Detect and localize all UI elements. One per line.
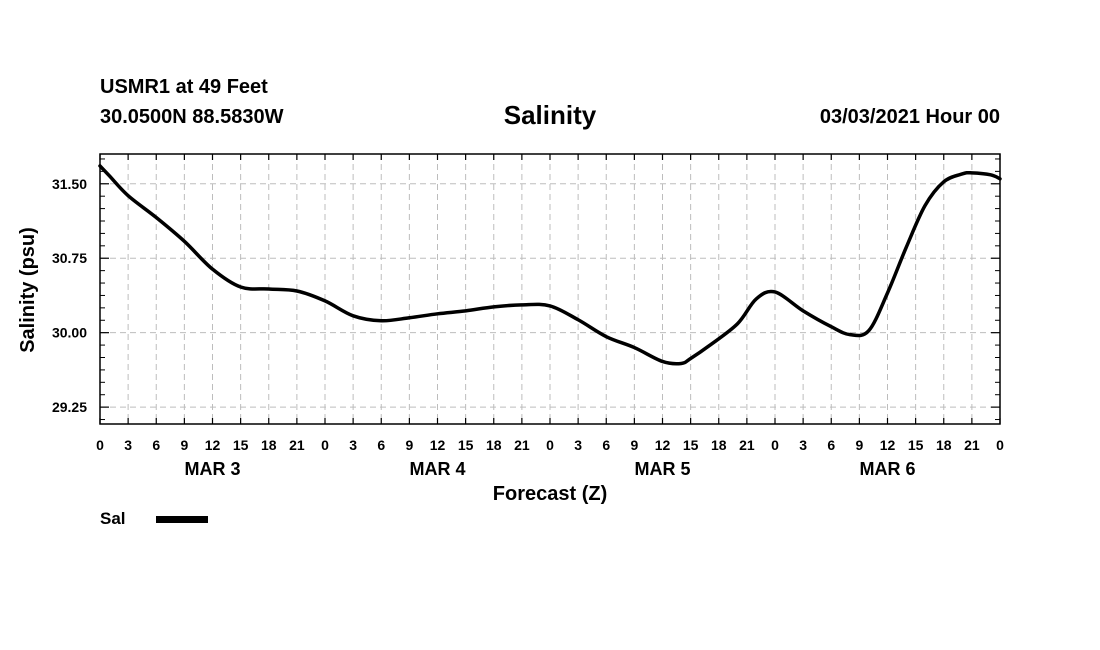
x-tick-label: 15: [233, 437, 249, 453]
day-label: MAR 4: [409, 459, 465, 479]
x-tick-label: 6: [152, 437, 160, 453]
y-axis-title: Salinity (psu): [17, 227, 39, 353]
day-label: MAR 6: [859, 459, 915, 479]
grid: [100, 154, 1000, 424]
axes: 0 3 6 9 12 15 18 21 0 3 6 9 12 15 18 21 0 3 6 9 12 15 18 21 0 3 6 9…: [52, 153, 1004, 479]
x-tick-label: 18: [936, 437, 952, 453]
x-tick-label: 12: [205, 437, 221, 453]
x-tick-label: 0: [96, 437, 104, 453]
legend-line-swatch: [155, 515, 208, 523]
y-tick-label: 29.25: [52, 399, 87, 415]
x-tick-label: 9: [180, 437, 188, 453]
day-label: MAR 3: [184, 459, 240, 479]
x-tick-label: 18: [261, 437, 277, 453]
x-tick-label: 6: [602, 437, 610, 453]
x-tick-label: 9: [630, 437, 638, 453]
x-tick-label: 21: [739, 437, 755, 453]
x-tick-label: 3: [574, 437, 582, 453]
x-tick-label: 0: [546, 437, 554, 453]
x-tick-label: 6: [827, 437, 835, 453]
x-tick-label: 6: [377, 437, 385, 453]
x-tick-label: 18: [486, 437, 502, 453]
x-tick-label: 12: [880, 437, 896, 453]
x-tick-label: 15: [683, 437, 699, 453]
y-tick-label: 30.75: [52, 250, 87, 266]
x-tick-label: 3: [124, 437, 132, 453]
x-tick-label: 9: [405, 437, 413, 453]
x-tick-label: 3: [349, 437, 357, 453]
series-layer: [98, 164, 1002, 366]
x-tick-label: 18: [711, 437, 727, 453]
x-tick-label: 21: [514, 437, 530, 453]
y-tick-label: 30.00: [52, 325, 87, 341]
y-tick-label: 31.50: [52, 176, 87, 192]
station-label: USMR1 at 49 Feet: [100, 76, 268, 98]
coordinates-label: 30.0500N 88.5830W: [100, 106, 284, 128]
chart-title: Salinity: [503, 100, 597, 130]
series-line-sal: [98, 164, 1002, 366]
x-tick-label: 0: [321, 437, 329, 453]
x-axis-title: Forecast (Z): [493, 483, 607, 505]
x-tick-label: 12: [655, 437, 671, 453]
legend: Sal: [100, 509, 208, 529]
x-tick-label: 0: [771, 437, 779, 453]
day-label: MAR 5: [634, 459, 690, 479]
legend-label: Sal: [100, 509, 126, 528]
x-tick-label: 21: [289, 437, 305, 453]
x-tick-label: 21: [964, 437, 980, 453]
x-tick-label: 0: [996, 437, 1004, 453]
x-tick-label: 9: [855, 437, 863, 453]
x-tick-label: 15: [908, 437, 924, 453]
x-tick-label: 3: [799, 437, 807, 453]
forecast-datetime: 03/03/2021 Hour 00: [819, 106, 1000, 128]
x-tick-label: 12: [430, 437, 446, 453]
x-tick-label: 15: [458, 437, 474, 453]
